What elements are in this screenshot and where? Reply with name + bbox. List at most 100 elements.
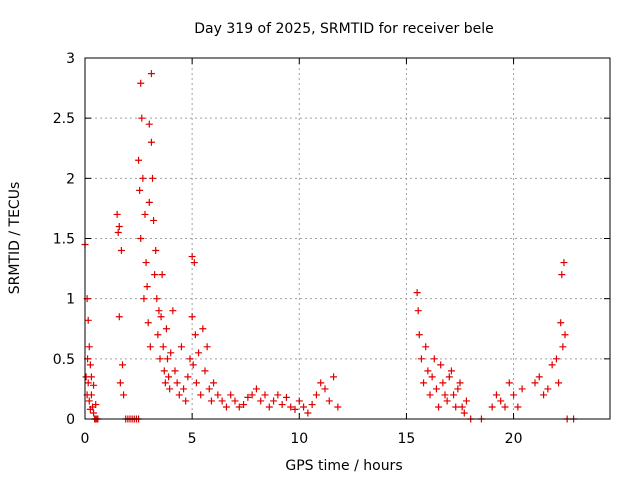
data-point — [138, 114, 146, 122]
data-point — [162, 325, 170, 333]
data-point — [155, 307, 163, 315]
data-point — [146, 343, 154, 351]
data-point — [561, 331, 569, 339]
data-point — [191, 331, 199, 339]
data-point — [161, 379, 169, 387]
data-point — [458, 403, 466, 411]
data-point — [325, 397, 333, 405]
data-point — [548, 361, 556, 369]
data-point — [137, 79, 145, 87]
data-point — [413, 289, 421, 297]
data-point — [197, 391, 205, 399]
data-point — [180, 385, 188, 393]
data-point — [555, 379, 563, 387]
data-point — [188, 313, 196, 321]
data-point — [443, 397, 451, 405]
data-point — [312, 391, 320, 399]
data-point — [334, 403, 342, 411]
data-point — [114, 228, 122, 236]
data-point — [432, 385, 440, 393]
data-point — [420, 379, 428, 387]
data-point — [145, 198, 153, 206]
data-point — [544, 385, 552, 393]
data-point — [244, 393, 252, 401]
x-tick-label: 0 — [81, 431, 90, 447]
y-tick-label: 1.5 — [53, 232, 75, 248]
data-point — [426, 391, 434, 399]
data-point — [270, 397, 278, 405]
data-point — [173, 379, 181, 387]
data-point — [113, 210, 121, 218]
x-axis-label: GPS time / hours — [285, 458, 402, 474]
y-tick-label: 2.5 — [53, 111, 75, 127]
data-point — [199, 325, 207, 333]
data-point — [557, 319, 565, 327]
data-point — [85, 397, 93, 405]
data-point — [214, 391, 222, 399]
data-point — [445, 373, 453, 381]
data-point — [514, 403, 522, 411]
data-point — [115, 313, 123, 321]
data-point — [135, 156, 143, 164]
data-point — [190, 259, 198, 267]
data-point — [84, 379, 92, 387]
data-point — [87, 373, 95, 381]
data-point — [540, 391, 548, 399]
data-point — [535, 373, 543, 381]
data-point — [428, 373, 436, 381]
data-point — [488, 403, 496, 411]
data-point — [437, 361, 445, 369]
data-point — [165, 373, 173, 381]
data-point — [90, 409, 98, 417]
data-point — [149, 174, 156, 182]
tick-layer: 0 0.5 1 1.5 2 2.5 3 0 5 10 15 20 — [53, 51, 610, 447]
plot-frame — [84, 57, 611, 420]
data-point — [119, 361, 126, 369]
data-point — [158, 271, 166, 279]
data-point — [116, 379, 124, 387]
data-point — [222, 403, 230, 411]
data-point — [452, 403, 460, 411]
data-point — [422, 343, 430, 351]
x-tick-label: 15 — [398, 431, 416, 447]
data-point — [240, 401, 248, 409]
data-point — [558, 271, 566, 279]
data-point — [417, 355, 425, 363]
data-point — [274, 391, 282, 399]
data-point — [287, 403, 295, 411]
data-point — [261, 391, 269, 399]
data-point — [510, 391, 518, 399]
data-point — [157, 313, 165, 321]
data-point — [141, 210, 149, 218]
data-point — [231, 397, 239, 405]
data-point — [304, 409, 312, 417]
data-point — [456, 379, 464, 387]
data-point — [167, 349, 175, 357]
data-point — [252, 385, 260, 393]
data-point — [169, 307, 177, 315]
data-point — [282, 393, 290, 401]
data-point — [414, 307, 422, 315]
data-point — [85, 343, 93, 351]
data-point — [505, 379, 513, 387]
data-point — [192, 379, 200, 387]
data-point — [160, 367, 168, 375]
data-point — [257, 397, 265, 405]
data-point — [447, 367, 455, 375]
data-point — [184, 373, 192, 381]
data-point — [154, 331, 162, 339]
data-point — [143, 283, 151, 291]
data-point — [424, 367, 432, 375]
data-point — [227, 391, 235, 399]
data-point — [166, 385, 174, 393]
data-point — [140, 295, 148, 303]
data-point — [439, 379, 447, 387]
data-point — [144, 319, 152, 327]
data-point — [559, 343, 567, 351]
data-point — [147, 138, 155, 146]
data-point — [86, 361, 94, 369]
data-point — [552, 355, 560, 363]
data-point — [218, 397, 226, 405]
data-point — [531, 379, 539, 387]
